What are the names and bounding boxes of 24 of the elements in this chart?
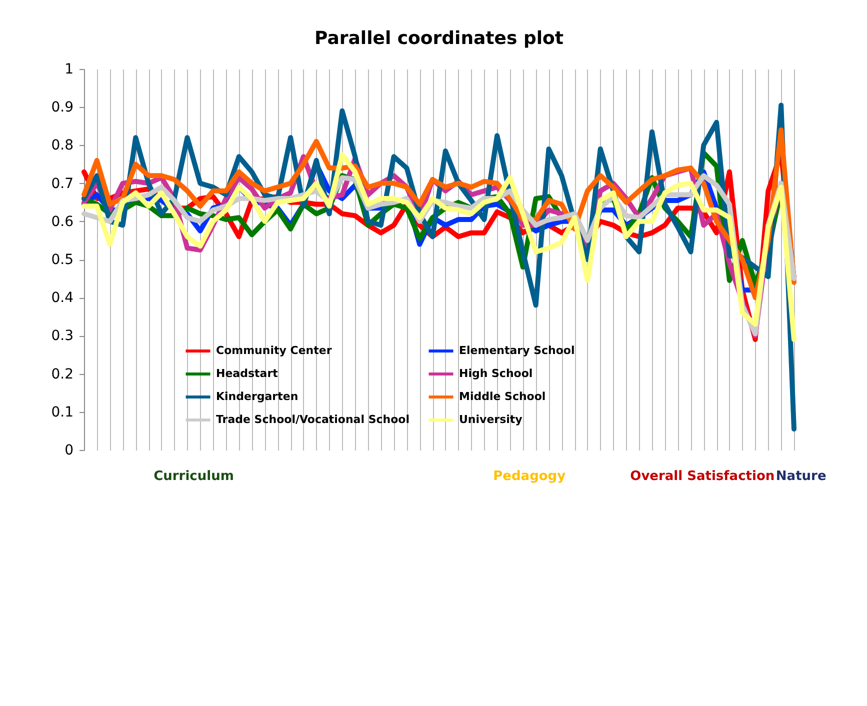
text: Nature — [776, 469, 826, 484]
legend-label: Kindergarten — [216, 390, 298, 403]
y-tick-label: 0.2 — [51, 366, 74, 382]
legend-label: Trade School/Vocational School — [216, 413, 410, 426]
legend-label: Middle School — [459, 390, 546, 403]
y-tick-label: 0.8 — [51, 138, 74, 154]
y-tick-label: 0.9 — [51, 100, 74, 116]
chart-title: Parallel coordinates plot — [314, 28, 564, 49]
y-tick-label: 0.3 — [51, 328, 74, 344]
text: Curriculum — [154, 469, 234, 484]
y-tick-label: 0.1 — [51, 404, 74, 420]
y-tick-label: 0.5 — [51, 252, 74, 268]
text: Overall Satisfaction — [630, 469, 775, 484]
legend-label: Elementary School — [459, 344, 575, 357]
y-tick-label: 0 — [64, 442, 74, 458]
y-tick-label: 1 — [64, 62, 74, 78]
legend-label: University — [459, 413, 522, 426]
legend-label: High School — [459, 367, 533, 380]
y-tick-label: 0.6 — [51, 214, 74, 230]
y-tick-label: 0.4 — [51, 290, 74, 306]
legend-label: Community Center — [216, 344, 332, 357]
legend-label: Headstart — [216, 367, 278, 380]
y-tick-label: 0.7 — [51, 176, 74, 192]
text: Pedagogy — [493, 469, 566, 484]
